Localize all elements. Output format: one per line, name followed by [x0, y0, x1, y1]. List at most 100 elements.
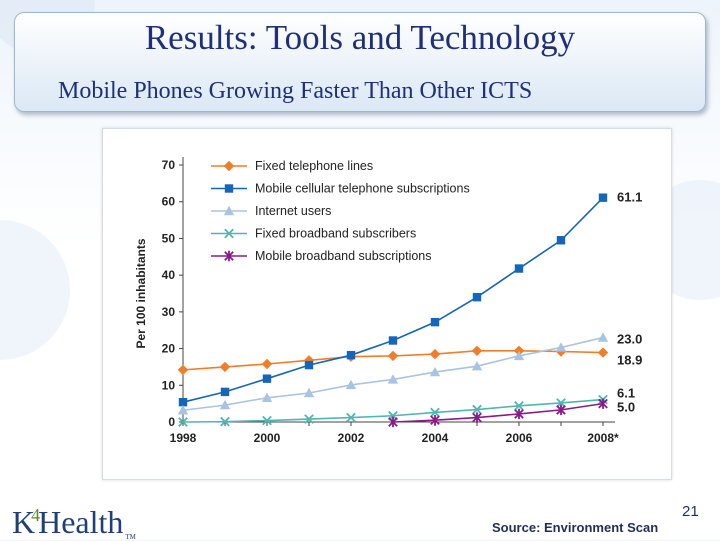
slide-subtitle: Mobile Phones Growing Faster Than Other … [58, 78, 533, 104]
data-point-mobile_cellular [514, 264, 524, 273]
logo-tm: TM [125, 533, 136, 541]
data-point-fixed_broadband [556, 398, 566, 408]
title-box [14, 12, 706, 112]
data-point-mobile_broadband [430, 414, 440, 426]
data-point-mobile_cellular [388, 336, 398, 345]
data-point-mobile_cellular [556, 236, 566, 245]
data-point-internet [555, 342, 567, 352]
data-point-mobile_broadband-shape [472, 412, 482, 423]
data-point-fixed_lines-shape [429, 348, 441, 360]
series-line-mobile_broadband [392, 402, 604, 423]
y-tick-label: 50 [162, 231, 176, 245]
data-point-fixed_lines-shape [387, 350, 399, 362]
data-point-mobile_broadband [598, 398, 608, 409]
legend-entry-mobile_broadband: Mobile broadband subscriptions [255, 249, 432, 263]
data-point-internet [429, 366, 441, 377]
data-point-fixed_lines [177, 364, 189, 376]
data-point-fixed_broadband-shape [556, 398, 566, 408]
data-point-mobile_cellular-shape [304, 360, 314, 370]
data-point-fixed_broadband-shape [472, 404, 482, 415]
x-tick-label: 2008* [587, 431, 619, 445]
data-point-mobile_cellular-shape [262, 374, 272, 383]
data-point-internet-shape [387, 374, 399, 384]
data-point-internet-shape [597, 332, 609, 342]
legend-marker-fixed_broadband [224, 228, 234, 239]
data-point-internet [303, 387, 315, 398]
data-point-internet [219, 399, 231, 410]
data-point-mobile_broadband [388, 416, 398, 428]
data-point-mobile_cellular-shape [514, 264, 524, 273]
data-point-mobile_cellular-shape [430, 317, 440, 327]
data-point-internet [471, 360, 483, 371]
data-point-internet [177, 405, 189, 415]
data-point-fixed_broadband [346, 412, 356, 423]
data-point-mobile_cellular-shape [388, 336, 398, 345]
data-point-fixed_lines [597, 347, 609, 358]
data-point-mobile_cellular-shape [472, 292, 482, 302]
data-point-fixed_lines [261, 358, 273, 370]
data-point-mobile_cellular [430, 317, 440, 327]
data-point-fixed_broadband [430, 407, 440, 418]
data-point-fixed_broadband [178, 417, 188, 427]
chart-frame: 0 10 20 30 40 50 60 70 1998 2000 2002 2004 2006 2008*… [102, 128, 672, 480]
k4health-logo: K4Health TM [12, 504, 136, 541]
y-tick-label: 30 [162, 305, 176, 319]
y-tick-label: 20 [162, 342, 176, 356]
data-point-fixed_lines-shape [303, 355, 315, 366]
data-point-internet-shape [345, 379, 357, 390]
legend-marker-fixed_lines-shape [223, 160, 235, 172]
line-chart: 0 10 20 30 40 50 60 70 1998 2000 2002 2004 2006 2008*… [134, 157, 642, 445]
data-point-fixed_lines [471, 345, 483, 356]
data-point-fixed_lines [387, 350, 399, 362]
y-tick-label: 10 [162, 378, 176, 392]
logo-k: K [12, 504, 36, 540]
data-point-mobile_cellular [472, 292, 482, 302]
data-point-mobile_broadband [514, 408, 524, 420]
end-label-fixed_broadband: 6.1 [617, 386, 635, 401]
data-point-internet-shape [303, 387, 315, 398]
data-point-fixed_broadband [262, 415, 272, 426]
data-point-internet-shape [177, 405, 189, 415]
y-axis-label: Per 100 inhabitants [134, 238, 148, 348]
data-point-fixed_broadband [514, 401, 524, 411]
legend-marker-fixed_broadband-shape [224, 228, 234, 239]
data-point-internet [261, 392, 273, 402]
data-point-fixed_lines [219, 361, 231, 373]
data-point-internet [345, 379, 357, 390]
data-point-fixed_broadband-shape [262, 415, 272, 426]
data-point-mobile_cellular [220, 387, 230, 397]
data-point-fixed_broadband-shape [346, 412, 356, 423]
data-point-fixed_broadband [220, 416, 230, 427]
data-point-internet [597, 332, 609, 342]
data-point-fixed_broadband-shape [304, 414, 314, 424]
legend-marker-internet [223, 205, 235, 216]
legend-marker-mobile_broadband-shape [224, 250, 234, 262]
end-label-internet: 23.0 [617, 332, 642, 347]
data-point-internet-shape [429, 366, 441, 377]
data-point-mobile_cellular [598, 193, 608, 202]
data-point-fixed_broadband-shape [430, 407, 440, 418]
legend-entry-fixed_broadband: Fixed broadband subscribers [255, 227, 416, 241]
x-tick-label: 1998 [170, 431, 197, 445]
legend-entry-fixed_lines: Fixed telephone lines [255, 159, 373, 173]
data-point-fixed_broadband [472, 404, 482, 415]
data-point-fixed_lines-shape [219, 361, 231, 373]
data-point-internet-shape [555, 342, 567, 352]
data-point-internet-shape [261, 392, 273, 402]
data-point-mobile_cellular-shape [346, 350, 356, 360]
data-point-mobile_broadband-shape [514, 408, 524, 420]
data-point-fixed_broadband-shape [178, 417, 188, 427]
y-tick-label: 70 [162, 158, 176, 172]
legend-marker-mobile_broadband [224, 250, 234, 262]
x-tick-label: 2004 [422, 431, 449, 445]
legend-entry-mobile_cellular: Mobile cellular telephone subscriptions [255, 182, 470, 196]
data-point-mobile_cellular [262, 374, 272, 383]
end-label-mobile_cellular: 61.1 [617, 190, 642, 205]
series-line-internet [182, 336, 604, 412]
data-point-fixed_lines [303, 355, 315, 366]
legend-marker-internet-shape [223, 205, 235, 216]
data-point-mobile_broadband-shape [556, 404, 566, 416]
data-point-mobile_broadband [472, 412, 482, 423]
logo-four: 4 [31, 505, 41, 525]
data-point-mobile_cellular-shape [178, 397, 188, 407]
